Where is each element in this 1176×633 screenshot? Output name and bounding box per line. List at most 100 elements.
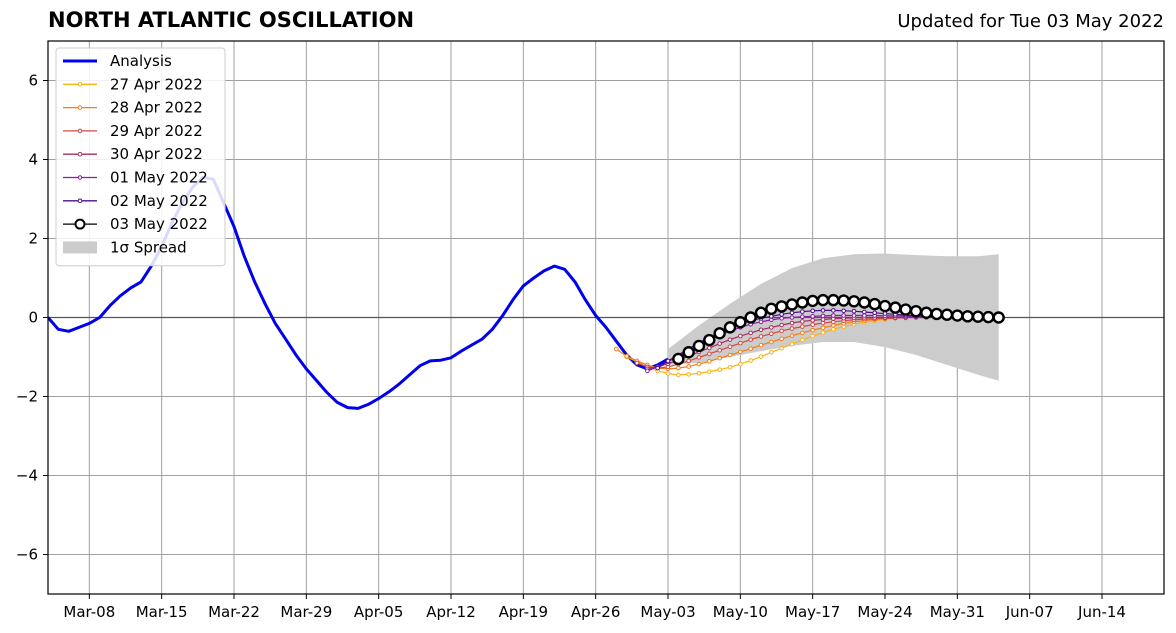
data-point [703, 333, 716, 347]
data-point [665, 371, 671, 376]
data-point [789, 320, 795, 326]
data-point [779, 346, 784, 351]
data-point [754, 306, 768, 319]
y-tick-label: 4 [28, 151, 38, 169]
legend-swatch [63, 241, 97, 254]
legend-label: 01 May 2022 [110, 169, 208, 187]
data-point [862, 309, 867, 315]
data-point [796, 296, 809, 309]
legend-item: 28 Apr 2022 [63, 99, 203, 117]
x-tick-label: Mar-29 [280, 603, 332, 621]
data-point [686, 372, 691, 377]
data-point [831, 313, 836, 318]
data-point [758, 354, 764, 359]
data-point [789, 326, 795, 331]
legend-label: 30 Apr 2022 [110, 145, 203, 163]
axis-ticks: Mar-08 Mar-15 Mar-22 Mar-29 Apr-05 Apr-12 Apr-… [16, 72, 1126, 622]
data-point [744, 311, 757, 324]
series-7 [672, 293, 1005, 366]
data-point [820, 313, 826, 319]
legend-label: 1σ Spread [110, 238, 187, 256]
data-point [655, 365, 660, 371]
data-point [847, 295, 861, 308]
data-point [769, 339, 774, 345]
data-point [882, 311, 888, 316]
data-point [686, 364, 691, 369]
legend-marker [77, 128, 83, 134]
x-tick-label: May-10 [713, 603, 768, 621]
data-point [738, 340, 743, 346]
data-point [800, 314, 805, 320]
data-point [713, 327, 726, 340]
data-point [878, 299, 892, 313]
data-point [810, 314, 815, 319]
data-point [868, 297, 881, 311]
legend-label: Analysis [110, 52, 172, 70]
legend-marker [77, 105, 83, 110]
data-point [779, 336, 784, 342]
legend-marker [77, 175, 83, 180]
data-point [734, 316, 747, 329]
data-point [723, 321, 737, 334]
legend-item: 30 Apr 2022 [63, 145, 203, 163]
data-point [769, 331, 774, 336]
data-point [748, 330, 753, 336]
data-point [831, 308, 836, 313]
data-point [758, 334, 764, 339]
data-point [769, 314, 774, 319]
x-tick-label: Apr-12 [426, 603, 476, 621]
y-tick-label: −2 [16, 388, 38, 406]
data-point [951, 309, 964, 322]
data-point [810, 333, 815, 339]
series-3 [634, 315, 908, 371]
data-point [748, 358, 753, 363]
legend-label: 02 May 2022 [110, 192, 208, 210]
data-point [645, 368, 650, 374]
data-point [748, 337, 753, 342]
legend-item: Analysis [63, 52, 172, 70]
data-point [738, 333, 743, 339]
data-point [827, 293, 840, 307]
data-point [676, 372, 681, 378]
data-point [707, 369, 712, 374]
data-point [769, 349, 774, 355]
data-point [785, 298, 799, 311]
legend: Analysis 27 Apr 2022 28 Apr 2022 29 Apr 202… [55, 47, 226, 267]
x-tick-label: May-31 [930, 603, 985, 621]
y-tick-label: 2 [28, 230, 38, 248]
data-point [634, 360, 640, 366]
x-tick-label: Jun-14 [1077, 603, 1126, 621]
x-tick-label: May-17 [785, 603, 840, 621]
y-tick-label: 0 [28, 309, 38, 327]
series-line [615, 317, 896, 370]
data-point [789, 333, 795, 338]
data-point [909, 304, 923, 318]
y-tick-label: 6 [28, 72, 38, 90]
data-point [820, 330, 826, 335]
data-point [800, 309, 805, 314]
data-point [940, 308, 954, 321]
data-point [727, 344, 733, 350]
data-point [665, 358, 671, 364]
data-point [758, 327, 764, 333]
legend-marker [77, 82, 83, 87]
data-point [696, 355, 702, 360]
data-point [779, 328, 784, 334]
data-point [810, 322, 815, 327]
x-tick-label: Mar-15 [136, 603, 188, 621]
x-tick-label: Apr-26 [571, 603, 621, 621]
data-point [961, 310, 974, 323]
legend-item: 01 May 2022 [63, 169, 208, 187]
data-point [727, 352, 733, 358]
data-point [717, 341, 722, 346]
data-point [769, 325, 774, 330]
data-point [920, 306, 933, 319]
data-point [872, 310, 877, 316]
data-point [810, 308, 815, 314]
data-point [806, 294, 819, 308]
legend-item: 02 May 2022 [63, 192, 208, 210]
data-point [672, 352, 685, 366]
data-point [841, 308, 846, 314]
data-point [614, 346, 619, 352]
